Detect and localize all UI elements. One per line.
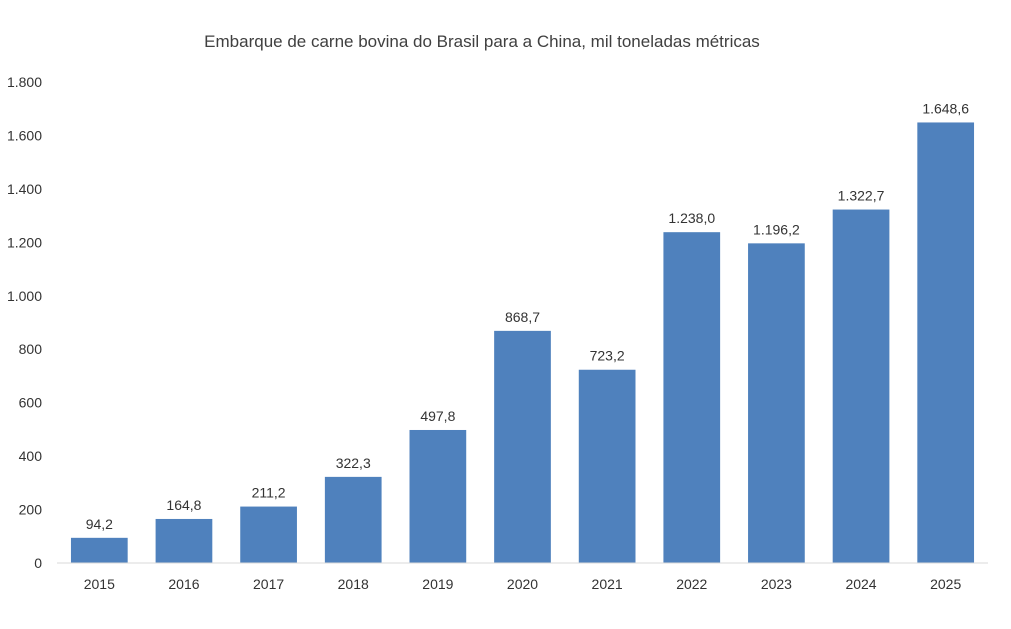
y-tick-label: 1.400 xyxy=(7,181,42,197)
y-tick-label: 400 xyxy=(19,448,43,464)
chart-title: Embarque de carne bovina do Brasil para … xyxy=(204,32,760,51)
bar-2015 xyxy=(70,537,128,563)
x-axis: 2015 2016 2017 2018 2019 2020 2021 2022 2023 2024… xyxy=(57,562,988,592)
x-tick-label: 2018 xyxy=(338,576,369,592)
value-labels: 94,2 164,8 211,2 322,3 497,8 868,7 723,2 1.238,… xyxy=(86,100,970,531)
bar-2025 xyxy=(917,122,975,563)
bar-2021 xyxy=(578,369,636,563)
data-label-2015: 94,2 xyxy=(86,516,113,532)
x-tick-label: 2015 xyxy=(84,576,115,592)
bar-2018 xyxy=(324,476,382,563)
bar-2017 xyxy=(240,506,297,563)
y-tick-label: 800 xyxy=(19,341,43,357)
y-tick-label: 1.800 xyxy=(7,74,42,90)
bar-2016 xyxy=(155,518,213,563)
data-label-2025: 1.648,6 xyxy=(922,100,969,116)
y-tick-label: 200 xyxy=(19,502,43,518)
bar-2019 xyxy=(409,429,467,563)
data-label-2022: 1.238,0 xyxy=(668,210,715,226)
y-axis: 0 200 400 600 800 1.000 1.200 1.400 1.600 1.800 xyxy=(7,74,42,571)
x-tick-label: 2025 xyxy=(930,576,961,592)
x-tick-label: 2019 xyxy=(422,576,453,592)
data-label-2018: 322,3 xyxy=(336,455,371,471)
y-tick-label: 1.600 xyxy=(7,127,42,143)
bar-2020 xyxy=(494,330,551,563)
y-tick-label: 600 xyxy=(19,395,43,411)
data-label-2021: 723,2 xyxy=(590,348,625,364)
data-label-2024: 1.322,7 xyxy=(838,188,885,204)
x-tick-label: 2023 xyxy=(761,576,792,592)
x-tick-label: 2022 xyxy=(676,576,707,592)
data-label-2023: 1.196,2 xyxy=(753,221,800,237)
y-tick-label: 1.000 xyxy=(7,288,42,304)
data-label-2020: 868,7 xyxy=(505,309,540,325)
x-tick-label: 2024 xyxy=(845,576,876,592)
bars xyxy=(70,122,975,564)
data-label-2019: 497,8 xyxy=(420,408,455,424)
x-tick-label: 2021 xyxy=(592,576,623,592)
x-tick-label: 2017 xyxy=(253,576,284,592)
bar-2023 xyxy=(748,243,805,564)
y-tick-label: 1.200 xyxy=(7,234,42,250)
bar-2024 xyxy=(832,209,890,563)
bar-2022 xyxy=(663,232,721,563)
y-tick-label: 0 xyxy=(34,555,42,571)
x-tick-label: 2020 xyxy=(507,576,538,592)
data-label-2016: 164,8 xyxy=(166,497,201,513)
data-label-2017: 211,2 xyxy=(252,485,286,501)
x-tick-label: 2016 xyxy=(168,576,199,592)
